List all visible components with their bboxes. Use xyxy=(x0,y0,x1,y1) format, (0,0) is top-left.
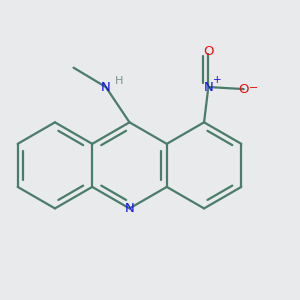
Text: N: N xyxy=(203,80,213,94)
Text: −: − xyxy=(249,83,259,93)
Text: N: N xyxy=(101,80,111,94)
Text: +: + xyxy=(213,75,222,85)
Text: O: O xyxy=(203,45,214,58)
Text: H: H xyxy=(115,76,123,86)
Text: O: O xyxy=(238,82,249,96)
Text: N: N xyxy=(124,202,134,215)
